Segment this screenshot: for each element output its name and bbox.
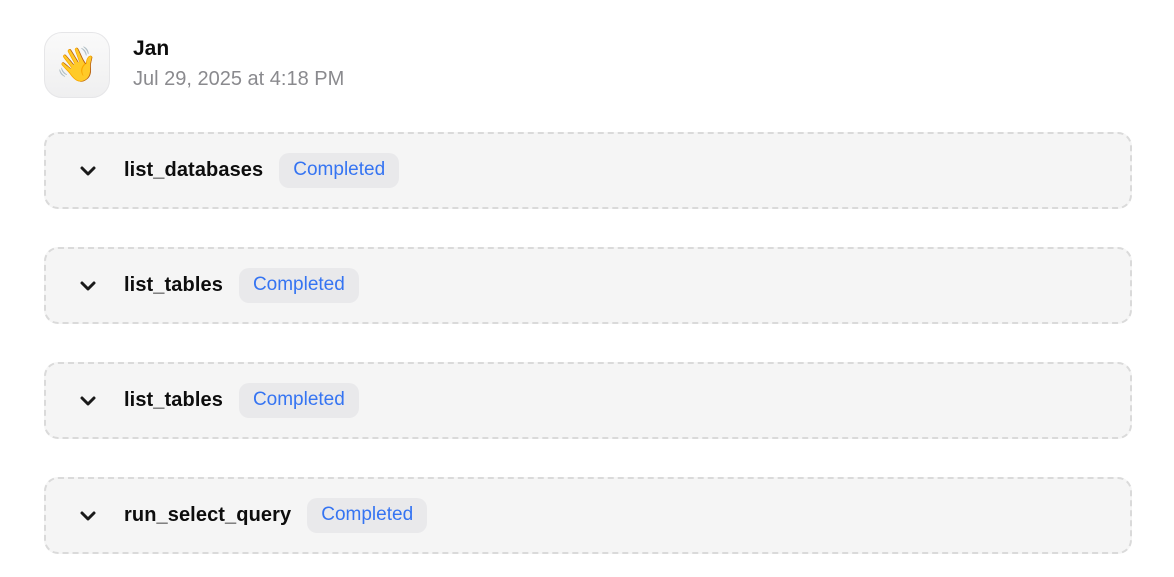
tool-call-panel-run-select-query[interactable]: run_select_query Completed (44, 477, 1132, 554)
tool-call-panel-list-tables-1[interactable]: list_tables Completed (44, 247, 1132, 324)
status-badge: Completed (307, 497, 428, 534)
chevron-down-icon[interactable] (78, 391, 98, 411)
waving-hand-emoji-icon: 👋 (55, 46, 99, 84)
chevron-down-icon[interactable] (78, 506, 98, 526)
tool-call-list: list_databases Completed list_tables Com… (44, 132, 1132, 554)
header-text: Jan Jul 29, 2025 at 4:18 PM (133, 32, 344, 91)
status-badge: Completed (238, 382, 359, 419)
status-badge: Completed (279, 152, 400, 189)
chevron-down-icon[interactable] (78, 276, 98, 296)
sender-name: Jan (133, 37, 170, 60)
chevron-down-icon[interactable] (78, 161, 98, 181)
tool-name: list_tables (124, 389, 223, 411)
tool-name: list_tables (124, 274, 223, 296)
tool-name: list_databases (124, 159, 264, 181)
message-timestamp: Jul 29, 2025 at 4:18 PM (133, 68, 345, 91)
assistant-avatar: 👋 (44, 32, 110, 98)
status-badge: Completed (238, 267, 359, 304)
tool-call-panel-list-databases[interactable]: list_databases Completed (44, 132, 1132, 209)
tool-call-panel-list-tables-2[interactable]: list_tables Completed (44, 362, 1132, 439)
tool-name: run_select_query (124, 504, 292, 526)
message-header: 👋 Jan Jul 29, 2025 at 4:18 PM (44, 32, 1132, 98)
